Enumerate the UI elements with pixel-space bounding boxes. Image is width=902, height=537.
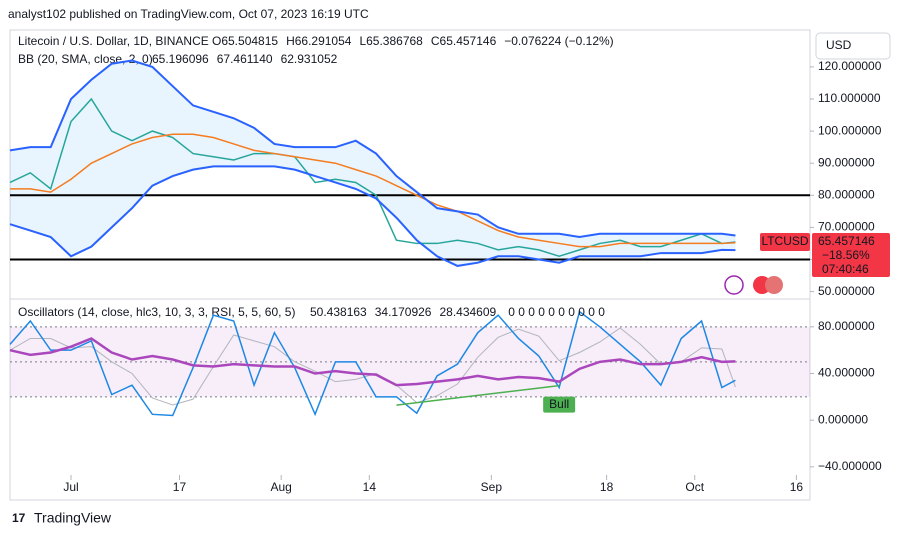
bull-label: Bull <box>549 397 569 411</box>
osc-value: 50.438163 <box>310 305 367 319</box>
bb-value: 67.461140 <box>217 52 273 66</box>
y-tick-label: 120.000000 <box>818 59 882 73</box>
countdown: 07:40:46 <box>822 262 869 276</box>
bb-value: 65.196096 <box>152 52 209 66</box>
x-tick-label: Aug <box>271 480 292 494</box>
flag-icon[interactable] <box>765 276 783 294</box>
y-tick-label: 80.000000 <box>818 319 875 333</box>
x-tick-label: Oct <box>685 480 704 494</box>
x-tick-label: 18 <box>600 480 614 494</box>
series-line <box>9 337 736 387</box>
y-tick-label: 90.000000 <box>818 155 875 169</box>
x-tick-label: 16 <box>790 480 804 494</box>
ohlc-value: H66.291054 <box>286 34 352 48</box>
ohlc-value: −0.076224 (−0.12%) <box>504 34 613 48</box>
y-tick-label: 50.000000 <box>818 284 875 298</box>
x-tick-label: 17 <box>173 480 187 494</box>
osc-zeros: 0 0 0 0 0 0 0 0 0 0 <box>508 305 605 319</box>
osc-value: 28.434609 <box>439 305 496 319</box>
y-tick-label: −40.000000 <box>818 459 882 473</box>
symbol: LTCUSD <box>761 234 808 248</box>
price-title: Litecoin / U.S. Dollar, 1D, BINANCE <box>18 34 209 48</box>
event-icon[interactable] <box>724 275 744 295</box>
bull-tag <box>543 396 576 413</box>
y-tick-label: 70.000000 <box>818 220 875 234</box>
currency-button[interactable] <box>815 32 891 60</box>
ohlc-value: O65.504815 <box>212 34 278 48</box>
ohlc-value: C65.457146 <box>431 34 497 48</box>
y-tick-label: 110.000000 <box>818 91 881 105</box>
x-tick-label: Sep <box>481 480 503 494</box>
bb-value: 62.931052 <box>281 52 338 66</box>
y-tick-label: 80.000000 <box>818 187 875 201</box>
logo-mark: 17 <box>12 511 26 525</box>
series-line <box>9 97 736 258</box>
divergence-line <box>396 384 560 406</box>
price-tag <box>812 232 890 277</box>
last-change: −18.56% <box>822 248 870 262</box>
x-tick-label: Jul <box>63 480 78 494</box>
brand: TradingView <box>34 510 112 526</box>
osc-title: Oscillators (14, close, hlc3, 10, 3, 3, … <box>18 305 295 319</box>
y-tick-label: 40.000000 <box>818 366 875 380</box>
ohlc-value: L65.386768 <box>359 34 423 48</box>
currency: USD <box>826 38 852 52</box>
y-tick-label: 100.000000 <box>818 123 882 137</box>
published: analyst102 published on TradingView.com,… <box>8 7 369 21</box>
series-line <box>9 59 736 239</box>
series-line <box>9 165 736 267</box>
series-line <box>10 133 736 248</box>
osc-value: 34.170926 <box>375 305 432 319</box>
y-tick-label: 0.000000 <box>818 412 868 426</box>
series-line <box>9 310 736 417</box>
x-tick-label: 14 <box>363 480 377 494</box>
band-fill <box>10 60 736 266</box>
symbol-tag <box>760 232 810 251</box>
last-price: 65.457146 <box>818 234 875 248</box>
